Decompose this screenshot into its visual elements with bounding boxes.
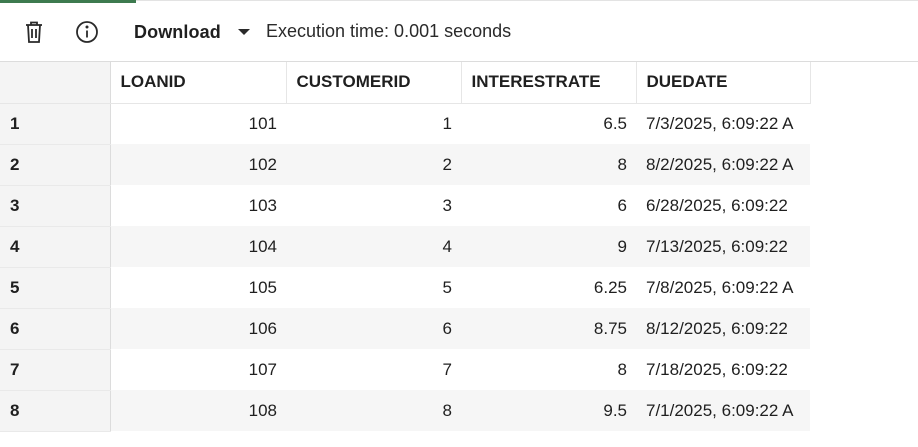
cell-loanid[interactable]: 105 — [110, 267, 286, 308]
cell-loanid[interactable]: 107 — [110, 349, 286, 390]
cell-duedate[interactable]: 7/1/2025, 6:09:22 A — [636, 390, 810, 431]
column-header-customerid[interactable]: CUSTOMERID — [286, 62, 462, 104]
cell-loanid[interactable]: 108 — [110, 390, 286, 431]
row-spacer — [810, 226, 824, 267]
cell-customerid[interactable]: 1 — [286, 103, 461, 144]
row-number: 3 — [0, 185, 111, 227]
cell-interestrate[interactable]: 6.5 — [461, 103, 636, 144]
cell-customerid[interactable]: 8 — [286, 390, 461, 431]
trash-icon[interactable] — [22, 20, 46, 44]
cell-customerid[interactable]: 7 — [286, 349, 461, 390]
cell-interestrate[interactable]: 6.25 — [461, 267, 636, 308]
row-number: 7 — [0, 349, 111, 391]
cell-customerid[interactable]: 2 — [286, 144, 461, 185]
cell-duedate[interactable]: 6/28/2025, 6:09:22 — [636, 185, 810, 226]
active-tab-indicator — [0, 0, 136, 3]
table-row[interactable]: 4 104 4 9 7/13/2025, 6:09:22 — [0, 226, 824, 268]
column-header-duedate[interactable]: DUEDATE — [636, 62, 811, 104]
column-header-loanid[interactable]: LOANID — [110, 62, 287, 104]
cell-duedate[interactable]: 8/2/2025, 6:09:22 A — [636, 144, 810, 185]
cell-interestrate[interactable]: 9 — [461, 226, 636, 267]
table-row[interactable]: 7 107 7 8 7/18/2025, 6:09:22 — [0, 349, 824, 391]
table-row[interactable]: 1 101 1 6.5 7/3/2025, 6:09:22 A — [0, 103, 824, 145]
top-divider — [136, 0, 918, 1]
cell-customerid[interactable]: 3 — [286, 185, 461, 226]
row-spacer — [810, 185, 824, 226]
header-row: LOANID CUSTOMERID INTERESTRATE DUEDATE — [0, 62, 824, 104]
column-header-interestrate[interactable]: INTERESTRATE — [461, 62, 637, 104]
table-row[interactable]: 8 108 8 9.5 7/1/2025, 6:09:22 A — [0, 390, 824, 432]
results-table: LOANID CUSTOMERID INTERESTRATE DUEDATE 1… — [0, 62, 824, 432]
table-row[interactable]: 3 103 3 6 6/28/2025, 6:09:22 — [0, 185, 824, 227]
results-toolbar: Download Execution time: 0.001 seconds — [0, 3, 918, 61]
row-number: 1 — [0, 103, 111, 145]
cell-duedate[interactable]: 7/3/2025, 6:09:22 A — [636, 103, 810, 144]
row-number-header — [0, 62, 111, 104]
cell-interestrate[interactable]: 9.5 — [461, 390, 636, 431]
cell-customerid[interactable]: 5 — [286, 267, 461, 308]
cell-interestrate[interactable]: 6 — [461, 185, 636, 226]
cell-duedate[interactable]: 8/12/2025, 6:09:22 — [636, 308, 810, 349]
row-number: 8 — [0, 390, 111, 432]
download-button[interactable]: Download — [124, 16, 261, 48]
row-number: 4 — [0, 226, 111, 268]
download-label: Download — [134, 21, 221, 42]
cell-loanid[interactable]: 101 — [110, 103, 286, 144]
header-spacer — [810, 62, 824, 103]
cell-interestrate[interactable]: 8.75 — [461, 308, 636, 349]
cell-loanid[interactable]: 106 — [110, 308, 286, 349]
row-number: 2 — [0, 144, 111, 186]
cell-duedate[interactable]: 7/13/2025, 6:09:22 — [636, 226, 810, 267]
cell-loanid[interactable]: 103 — [110, 185, 286, 226]
table-row[interactable]: 2 102 2 8 8/2/2025, 6:09:22 A — [0, 144, 824, 186]
execution-time: Execution time: 0.001 seconds — [266, 21, 512, 41]
results-grid: LOANID CUSTOMERID INTERESTRATE DUEDATE 1… — [0, 61, 918, 447]
row-number: 6 — [0, 308, 111, 350]
chevron-down-icon[interactable] — [237, 27, 251, 37]
info-icon[interactable] — [75, 20, 99, 44]
cell-interestrate[interactable]: 8 — [461, 144, 636, 185]
table-row[interactable]: 5 105 5 6.25 7/8/2025, 6:09:22 A — [0, 267, 824, 309]
cell-loanid[interactable]: 102 — [110, 144, 286, 185]
cell-duedate[interactable]: 7/18/2025, 6:09:22 — [636, 349, 810, 390]
table-row[interactable]: 6 106 6 8.75 8/12/2025, 6:09:22 — [0, 308, 824, 350]
grid-top-border — [0, 61, 918, 62]
row-spacer — [810, 390, 824, 431]
cell-duedate[interactable]: 7/8/2025, 6:09:22 A — [636, 267, 810, 308]
row-spacer — [810, 103, 824, 144]
cell-customerid[interactable]: 4 — [286, 226, 461, 267]
cell-interestrate[interactable]: 8 — [461, 349, 636, 390]
row-spacer — [810, 349, 824, 390]
row-spacer — [810, 308, 824, 349]
row-spacer — [810, 267, 824, 308]
row-spacer — [810, 144, 824, 185]
cell-customerid[interactable]: 6 — [286, 308, 461, 349]
row-number: 5 — [0, 267, 111, 309]
cell-loanid[interactable]: 104 — [110, 226, 286, 267]
